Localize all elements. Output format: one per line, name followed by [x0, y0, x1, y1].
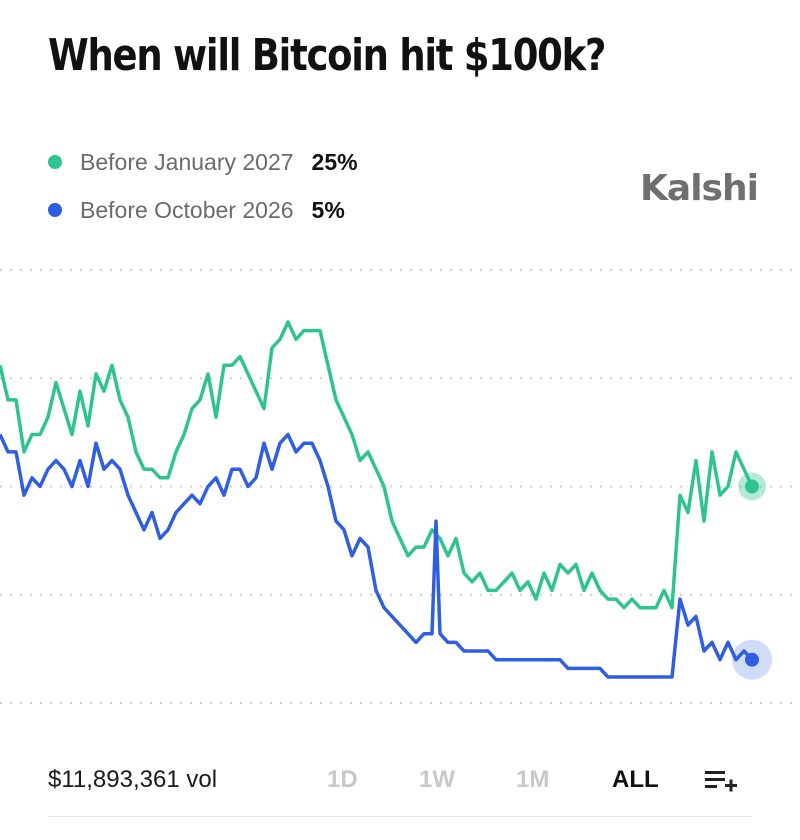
footer-divider: [48, 816, 752, 817]
legend-dot-icon: [48, 203, 62, 217]
legend-item-jan-2027[interactable]: Before January 2027 25%: [48, 138, 358, 186]
range-tab-all[interactable]: ALL: [612, 766, 659, 793]
legend-label: Before January 2027: [80, 148, 294, 175]
range-tab-1w[interactable]: 1W: [419, 766, 455, 793]
legend-value: 5%: [311, 196, 345, 223]
volume-label: $11,893,361 vol: [48, 766, 218, 793]
legend-item-oct-2026[interactable]: Before October 2026 5%: [48, 186, 358, 234]
legend-label: Before October 2026: [80, 196, 294, 223]
legend-value: 25%: [311, 148, 358, 175]
page-title: When will Bitcoin hit $100k?: [48, 30, 606, 81]
series-end-point[interactable]: [745, 479, 759, 494]
chart-footer: $11,893,361 vol 1D 1W 1M ALL: [0, 752, 800, 808]
range-tab-1d[interactable]: 1D: [327, 766, 358, 793]
legend-dot-icon: [48, 155, 62, 169]
brand-logo: Kalshi: [640, 168, 759, 209]
range-tab-1m[interactable]: 1M: [516, 766, 550, 793]
series-line-1: [0, 432, 754, 679]
chart-legend: Before January 2027 25% Before October 2…: [48, 138, 358, 234]
series-line-0: [0, 320, 754, 610]
series-end-point[interactable]: [745, 652, 759, 667]
line-chart: [0, 269, 800, 704]
playlist-add-icon[interactable]: [704, 766, 738, 794]
